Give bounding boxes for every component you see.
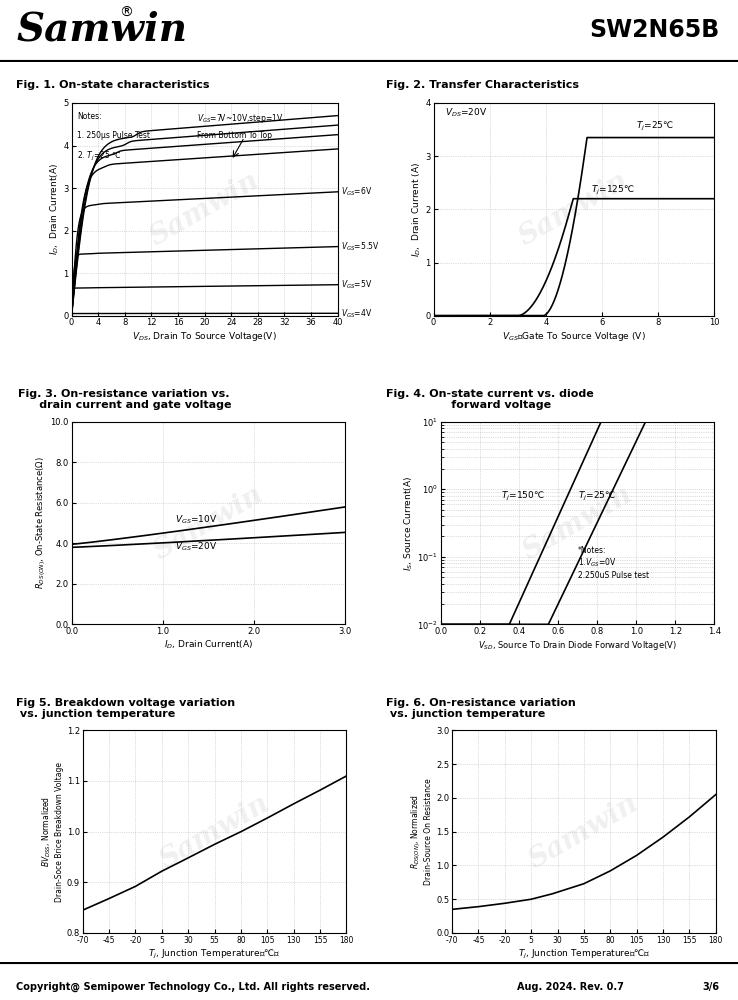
Text: $V_{DS}$=20V: $V_{DS}$=20V <box>445 107 487 119</box>
Y-axis label: $I_D$,  Drain Current(A): $I_D$, Drain Current(A) <box>48 163 61 255</box>
X-axis label: $T_j$, Junction Temperature（℃）: $T_j$, Junction Temperature（℃） <box>148 948 280 961</box>
Text: Fig 5. Breakdown voltage variation
 vs. junction temperature: Fig 5. Breakdown voltage variation vs. j… <box>16 698 235 719</box>
Text: Samwin: Samwin <box>518 481 637 565</box>
Text: Samwin: Samwin <box>514 167 633 251</box>
Text: $T_j$=25℃: $T_j$=25℃ <box>635 120 674 133</box>
Text: 3/6: 3/6 <box>703 982 720 992</box>
Text: Samwin: Samwin <box>149 481 268 565</box>
Y-axis label: $I_S$, Source Current(A): $I_S$, Source Current(A) <box>402 475 415 571</box>
Text: $T_j$=25℃: $T_j$=25℃ <box>578 490 615 503</box>
Text: ®: ® <box>120 5 134 19</box>
X-axis label: $V_{SD}$, Source To Drain Diode Forward Voltage(V): $V_{SD}$, Source To Drain Diode Forward … <box>478 639 677 652</box>
Y-axis label: $I_D$,  Drain Current (A): $I_D$, Drain Current (A) <box>410 162 423 257</box>
Text: $V_{GS}$=4V: $V_{GS}$=4V <box>341 307 373 320</box>
Text: Aug. 2024. Rev. 0.7: Aug. 2024. Rev. 0.7 <box>517 982 624 992</box>
Text: 2. $T_j$=25 ℃: 2. $T_j$=25 ℃ <box>77 150 122 163</box>
Text: $V_{GS}$=20V: $V_{GS}$=20V <box>176 540 218 553</box>
X-axis label: $I_D$, Drain Current(A): $I_D$, Drain Current(A) <box>164 639 253 651</box>
Text: SW2N65B: SW2N65B <box>590 18 720 42</box>
X-axis label: $V_{DS}$, Drain To Source Voltage(V): $V_{DS}$, Drain To Source Voltage(V) <box>132 330 277 343</box>
Text: $V_{GS}$=6V: $V_{GS}$=6V <box>341 186 373 198</box>
Text: Fig. 2. Transfer Characteristics: Fig. 2. Transfer Characteristics <box>385 80 579 90</box>
Text: $T_j$=150℃: $T_j$=150℃ <box>501 490 545 503</box>
Text: $V_{GS}$=5V: $V_{GS}$=5V <box>341 278 373 291</box>
Text: Samwin: Samwin <box>16 11 187 49</box>
Text: Samwin: Samwin <box>145 167 264 251</box>
Text: Fig. 3. On-resistance variation vs.
      drain current and gate voltage: Fig. 3. On-resistance variation vs. drai… <box>16 389 232 410</box>
Text: $V_{GS}$=10V: $V_{GS}$=10V <box>176 514 218 526</box>
Text: Copyright@ Semipower Technology Co., Ltd. All rights reserved.: Copyright@ Semipower Technology Co., Ltd… <box>16 982 370 992</box>
Text: Fig. 6. On-resistance variation
 vs. junction temperature: Fig. 6. On-resistance variation vs. junc… <box>385 698 576 719</box>
Y-axis label: $R_{DS(ON)}$, On-State Resistance(Ω): $R_{DS(ON)}$, On-State Resistance(Ω) <box>34 457 48 589</box>
Text: Fig. 1. On-state characteristics: Fig. 1. On-state characteristics <box>16 80 210 90</box>
Text: $T_j$=125℃: $T_j$=125℃ <box>591 184 635 197</box>
X-axis label: $T_j$, Junction Temperature（℃）: $T_j$, Junction Temperature（℃） <box>518 948 650 961</box>
Text: Samwin: Samwin <box>155 790 274 874</box>
Text: 1. 250μs Pulse Test: 1. 250μs Pulse Test <box>77 131 150 140</box>
Text: $V_{GS}$=5.5V: $V_{GS}$=5.5V <box>341 240 379 253</box>
Text: Samwin: Samwin <box>525 790 644 874</box>
Y-axis label: $BV_{DSS}$, Normalized
Drain-Soce Brice Breakdown Voltage: $BV_{DSS}$, Normalized Drain-Soce Brice … <box>41 762 64 902</box>
Text: $V_{GS}$=7V~10V,step=1V: $V_{GS}$=7V~10V,step=1V <box>196 112 283 125</box>
Text: From Bottom To Top: From Bottom To Top <box>196 131 272 140</box>
X-axis label: $V_{GS}$，Gate To Source Voltage (V): $V_{GS}$，Gate To Source Voltage (V) <box>502 330 646 343</box>
Y-axis label: $R_{DS(ON)}$, Normalized
Drain-Source On Resistance: $R_{DS(ON)}$, Normalized Drain-Source On… <box>409 778 433 885</box>
Text: *Notes:
1.$V_{GS}$=0V
2.250uS Pulse test: *Notes: 1.$V_{GS}$=0V 2.250uS Pulse test <box>578 546 649 580</box>
Text: Notes:: Notes: <box>77 112 102 121</box>
Text: Fig. 4. On-state current vs. diode
      forward voltage: Fig. 4. On-state current vs. diode forwa… <box>385 389 593 410</box>
